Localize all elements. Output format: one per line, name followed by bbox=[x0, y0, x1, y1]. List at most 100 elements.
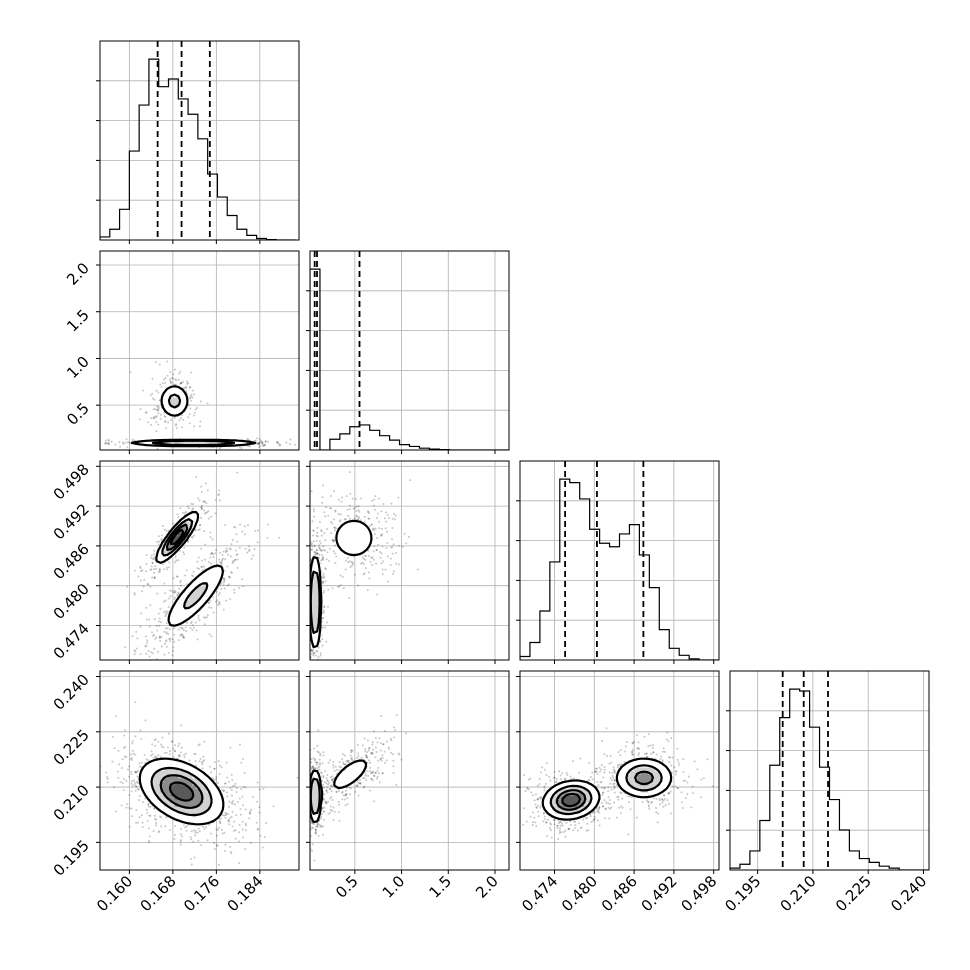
density-cell bbox=[313, 770, 318, 775]
density-cell bbox=[217, 791, 222, 796]
scatter-point bbox=[190, 399, 193, 402]
scatter-point bbox=[315, 761, 318, 764]
scatter-point bbox=[148, 827, 151, 830]
scatter-point bbox=[174, 378, 177, 381]
scatter-point bbox=[226, 565, 229, 568]
density-cell bbox=[199, 820, 204, 825]
scatter-point bbox=[346, 761, 349, 764]
density-cell bbox=[167, 781, 172, 786]
density-cell bbox=[356, 528, 361, 533]
scatter-point bbox=[307, 645, 309, 647]
density-cell bbox=[192, 820, 197, 825]
scatter-point bbox=[386, 530, 389, 533]
scatter-point bbox=[331, 809, 334, 812]
density-cell bbox=[310, 813, 315, 818]
density-cell bbox=[313, 585, 318, 590]
scatter-point bbox=[310, 820, 313, 823]
scatter-point bbox=[229, 576, 232, 579]
scatter-point bbox=[173, 596, 176, 599]
scatter-point bbox=[333, 552, 336, 555]
scatter-point bbox=[180, 426, 183, 429]
scatter-point bbox=[155, 414, 158, 417]
density-cell bbox=[210, 809, 215, 814]
density-cell bbox=[163, 784, 169, 789]
scatter-point bbox=[378, 781, 381, 784]
scatter-point bbox=[163, 378, 166, 381]
scatter-point bbox=[316, 526, 319, 529]
density-cell bbox=[199, 809, 204, 814]
scatter-point bbox=[310, 766, 313, 769]
scatter-point bbox=[244, 547, 247, 550]
scatter-point bbox=[208, 765, 211, 768]
scatter-point bbox=[165, 639, 168, 642]
scatter-panel-0-1 bbox=[100, 251, 299, 450]
scatter-point bbox=[243, 525, 246, 528]
density-cell bbox=[349, 524, 354, 530]
scatter-point bbox=[303, 639, 305, 641]
scatter-point bbox=[256, 441, 259, 444]
scatter-point bbox=[213, 778, 216, 781]
scatter-point bbox=[164, 415, 167, 418]
scatter-point bbox=[193, 752, 196, 755]
density-cell bbox=[146, 763, 151, 768]
density-cell bbox=[188, 770, 193, 775]
scatter-point bbox=[170, 381, 173, 384]
scatter-point bbox=[126, 446, 129, 449]
scatter-point bbox=[330, 532, 333, 535]
density-cell bbox=[213, 806, 218, 811]
scatter-point bbox=[374, 495, 377, 498]
scatter-point bbox=[220, 582, 223, 585]
scatter-point bbox=[196, 560, 199, 563]
scatter-point bbox=[148, 655, 151, 658]
scatter-point bbox=[366, 756, 369, 759]
scatter-point bbox=[155, 416, 158, 419]
scatter-point bbox=[316, 825, 319, 828]
scatter-point bbox=[220, 817, 223, 820]
scatter-point bbox=[258, 440, 261, 443]
density-cell bbox=[185, 809, 190, 814]
scatter-point bbox=[164, 421, 167, 424]
density-cell bbox=[313, 564, 318, 569]
scatter-point bbox=[152, 553, 155, 556]
scatter-point bbox=[256, 828, 259, 831]
scatter-point bbox=[370, 751, 373, 754]
density-cell bbox=[310, 599, 315, 604]
scatter-point bbox=[320, 825, 323, 828]
hist-panel-0 bbox=[100, 41, 299, 240]
scatter-point bbox=[231, 779, 234, 782]
scatter-point bbox=[180, 835, 183, 838]
scatter-point bbox=[248, 817, 251, 820]
scatter-point bbox=[151, 753, 154, 756]
density-cell bbox=[203, 774, 208, 779]
scatter-point bbox=[157, 535, 160, 538]
scatter-point bbox=[163, 653, 166, 656]
density-cell bbox=[181, 393, 186, 398]
scatter-point bbox=[172, 383, 175, 386]
scatter-point bbox=[235, 533, 238, 536]
density-cell bbox=[188, 774, 193, 779]
scatter-point bbox=[220, 766, 223, 769]
scatter-point bbox=[248, 548, 251, 551]
scatter-point bbox=[379, 749, 382, 752]
density-cell bbox=[167, 813, 172, 818]
density-cell bbox=[313, 781, 318, 786]
scatter-point bbox=[156, 408, 159, 411]
density-cell bbox=[174, 620, 179, 626]
density-cell bbox=[167, 403, 172, 408]
scatter-point bbox=[230, 543, 233, 546]
scatter-point bbox=[288, 815, 290, 817]
scatter-point bbox=[191, 624, 194, 627]
scatter-point bbox=[187, 416, 190, 419]
scatter-point bbox=[331, 538, 334, 541]
scatter-point bbox=[184, 386, 187, 389]
scatter-point bbox=[198, 567, 201, 570]
scatter-point bbox=[409, 479, 412, 482]
scatter-point bbox=[222, 550, 225, 553]
scatter-point bbox=[172, 373, 175, 376]
density-cell bbox=[181, 517, 186, 523]
scatter-point bbox=[136, 787, 139, 790]
density-cell bbox=[163, 403, 169, 408]
scatter-point bbox=[365, 774, 368, 777]
scatter-point bbox=[365, 755, 368, 758]
scatter-point bbox=[229, 850, 232, 853]
